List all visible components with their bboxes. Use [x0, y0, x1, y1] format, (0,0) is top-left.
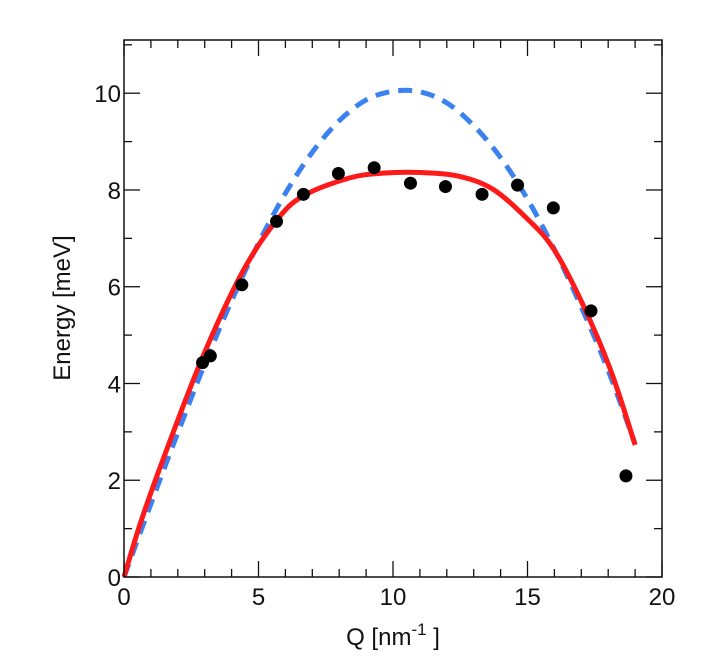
data-point: [511, 178, 525, 192]
data-point: [367, 161, 381, 175]
y-tick-label: 10: [94, 81, 121, 108]
x-tick-label: 15: [514, 584, 541, 611]
data-point: [438, 180, 452, 194]
dashed-curve: [121, 87, 638, 578]
y-tick-label: 0: [108, 565, 121, 592]
axis-ticks: [123, 40, 663, 578]
data-point: [546, 201, 560, 215]
data-point: [235, 278, 249, 292]
x-tick-label: 5: [252, 584, 265, 611]
data-point: [296, 187, 310, 201]
data-point: [619, 469, 633, 483]
y-tick-label: 6: [108, 275, 121, 302]
data-point: [475, 187, 489, 201]
x-tick-label: 10: [380, 584, 407, 611]
x-axis-label-main: Q [nm: [346, 624, 411, 651]
data-point: [584, 304, 598, 318]
y-axis-label: Energy [meV]: [49, 235, 76, 380]
series-layer: [121, 87, 638, 578]
x-axis-label: Q [nm-1 ]: [346, 620, 440, 651]
x-axis-label-suffix: ]: [427, 624, 440, 651]
y-tick-label: 4: [108, 371, 121, 398]
data-point: [203, 349, 217, 363]
plot-frame: [123, 39, 663, 578]
data-point: [403, 176, 417, 190]
y-tick-label: 8: [108, 178, 121, 205]
solid-curve: [121, 169, 638, 578]
x-tick-label: 20: [649, 584, 676, 611]
data-point: [331, 167, 345, 181]
y-tick-label: 2: [108, 468, 121, 495]
data-point: [270, 214, 284, 228]
tick-labels: 0 5 10 15 20 0 2 4 6 8 10: [94, 81, 675, 611]
x-axis-label-exponent: -1: [411, 620, 426, 639]
x-tick-label: 0: [117, 584, 130, 611]
